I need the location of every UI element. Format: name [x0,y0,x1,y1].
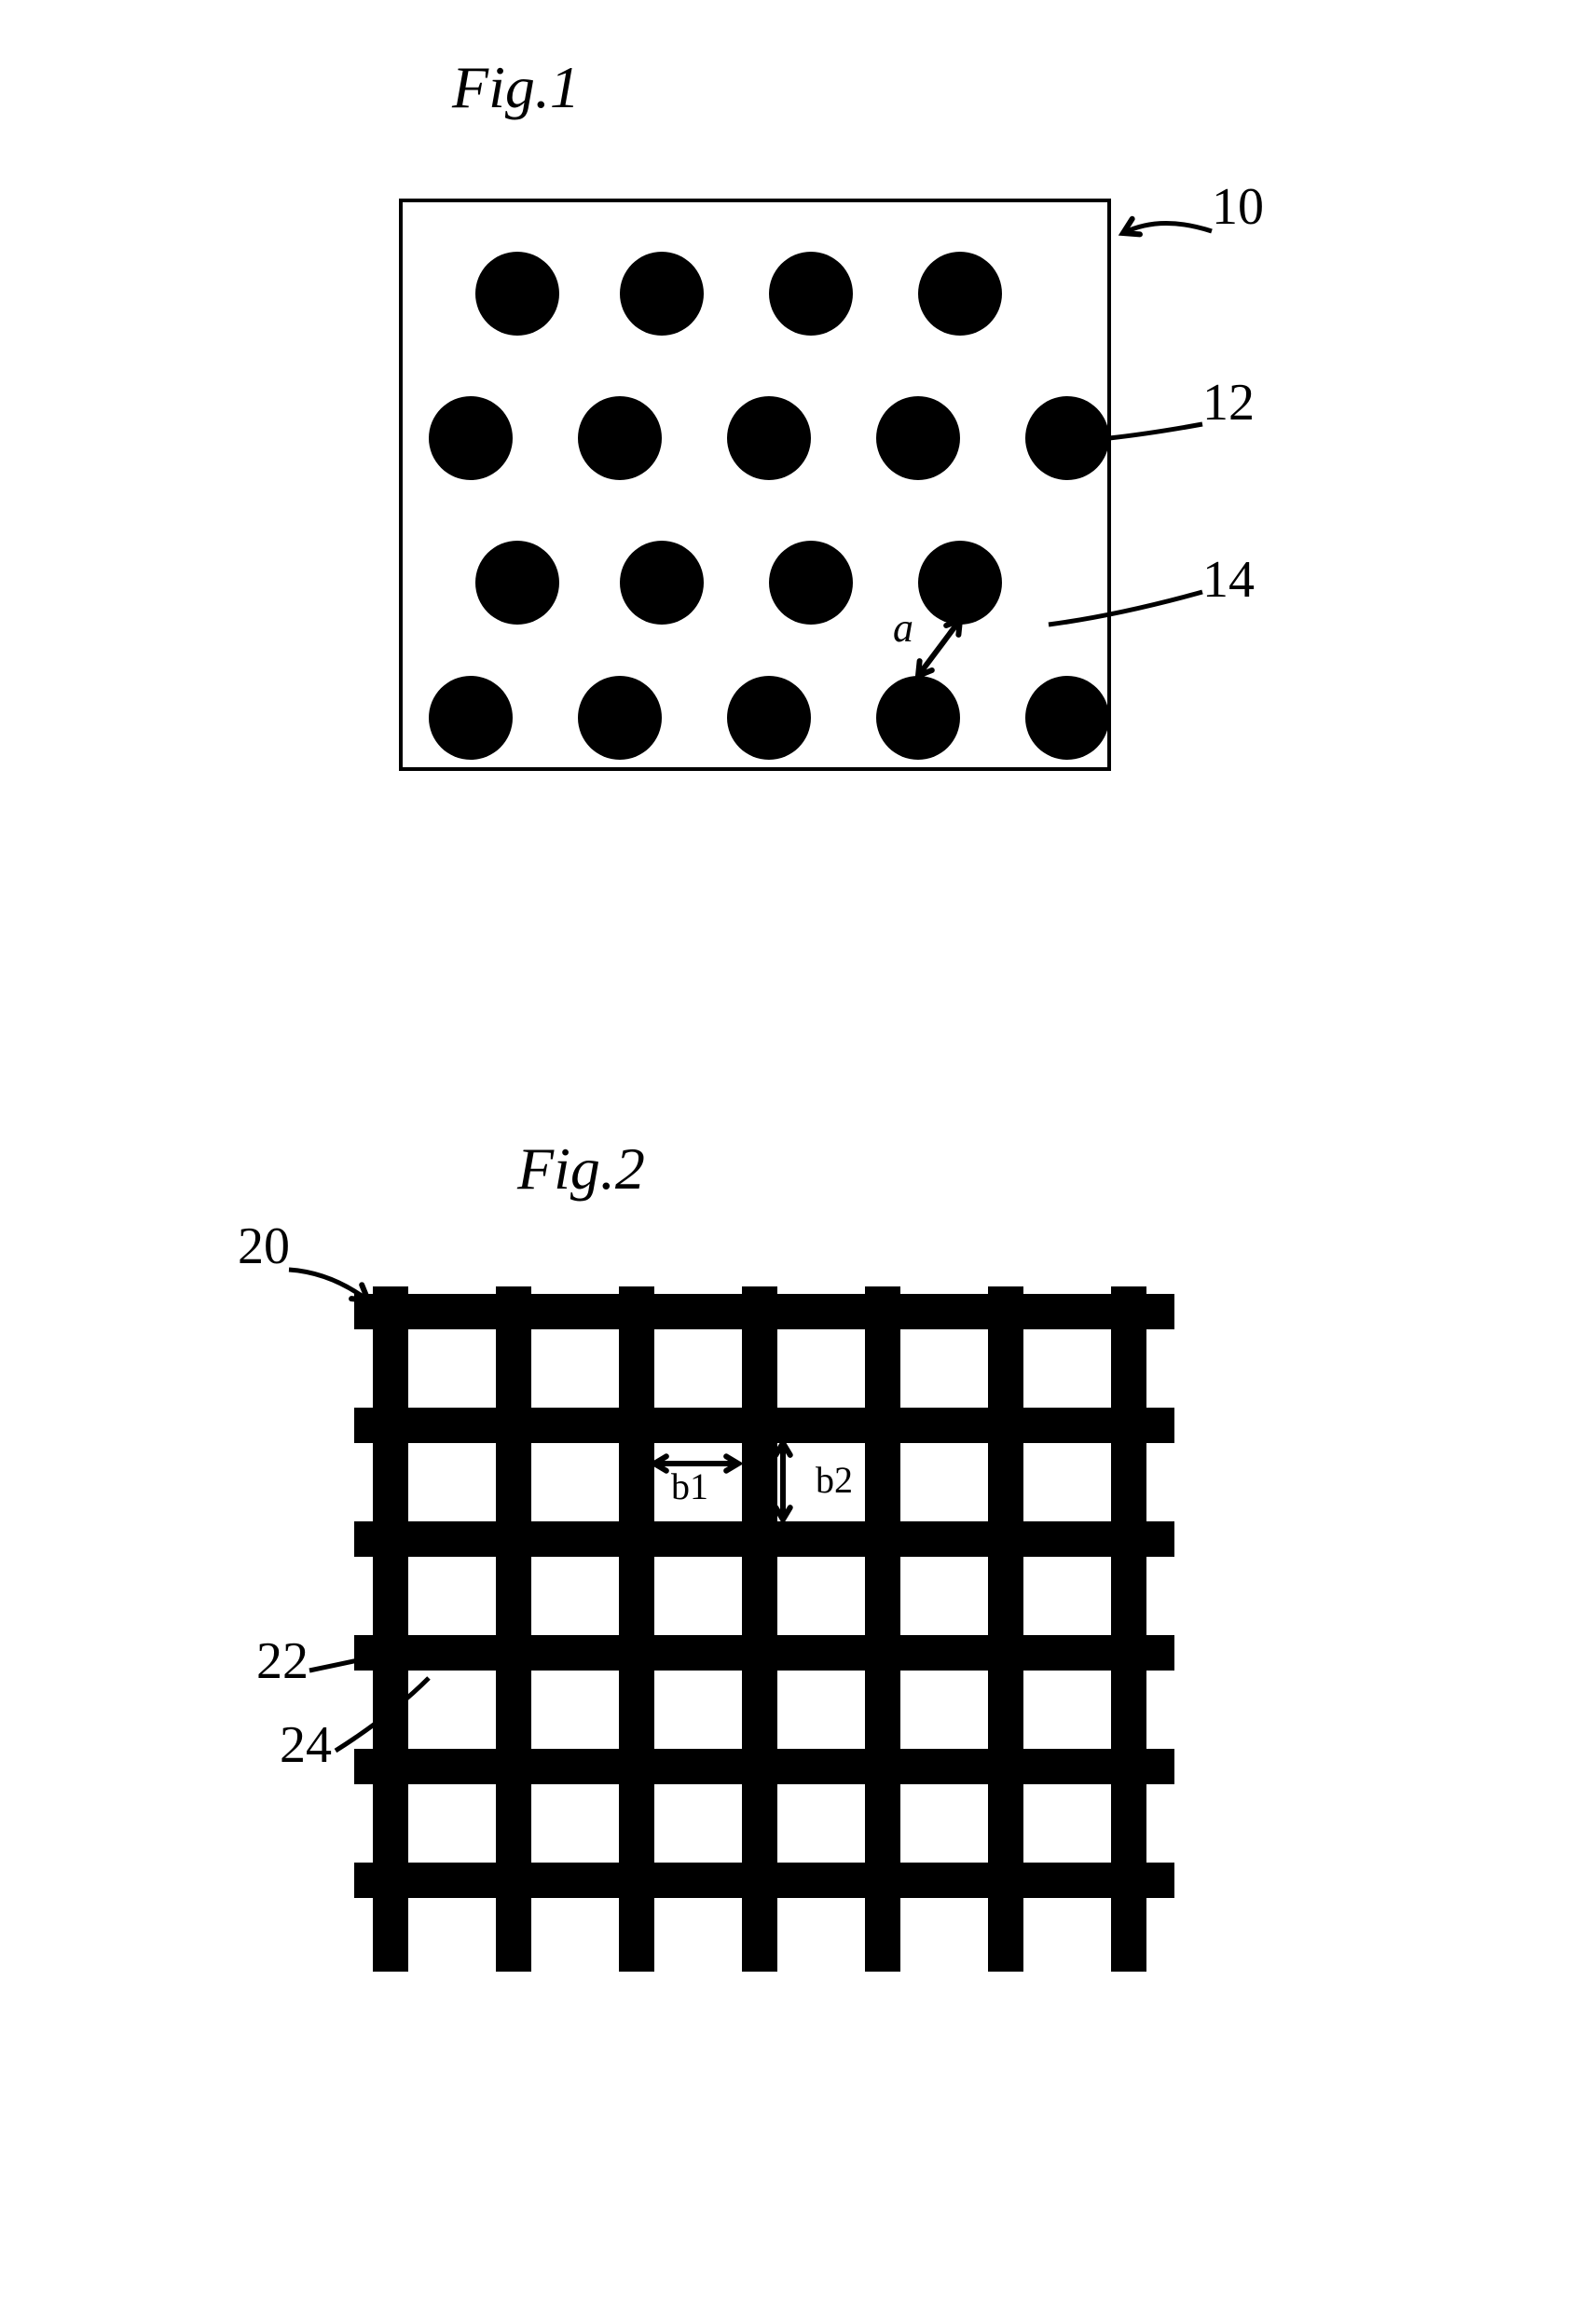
grid-hbar [354,1749,1174,1784]
dot [918,252,1002,336]
leader-label: 20 [238,1217,290,1275]
leader-label: 10 [1212,178,1264,236]
dot [769,541,853,625]
dot [475,541,559,625]
dot [769,252,853,336]
grid-hbar [354,1635,1174,1671]
leader-label: 22 [256,1632,309,1690]
dot [727,676,811,760]
dim-b1-label: b1 [671,1465,708,1507]
dot [578,396,662,480]
dot [918,541,1002,625]
leader-label: 24 [280,1716,332,1774]
leader-line [1109,424,1202,438]
leader-label: 12 [1202,374,1255,432]
grid-hbar [354,1863,1174,1898]
dim-a-label: a [893,605,913,651]
fig1-title: Fig.1 [451,54,580,120]
fig2-grid [354,1286,1174,1972]
dot [429,396,513,480]
dot [1025,396,1109,480]
dot [620,252,704,336]
dot [727,396,811,480]
figure-1: Fig.1 a 10 12 14 [401,54,1264,769]
grid-hbar [354,1521,1174,1557]
page: Fig.1 a 10 12 14 Fig.2 b1 b2 20 22 24 [0,0,1592,2319]
leader-label: 14 [1202,551,1255,609]
dot [876,396,960,480]
dot [620,541,704,625]
dot [429,676,513,760]
dot [578,676,662,760]
grid-hbar [354,1294,1174,1329]
dot [475,252,559,336]
dim-b2-label: b2 [816,1459,853,1501]
diagram-canvas: Fig.1 a 10 12 14 Fig.2 b1 b2 20 22 24 [0,0,1592,2319]
dot [1025,676,1109,760]
dot [876,676,960,760]
grid-hbar [354,1408,1174,1443]
fig2-title: Fig.2 [516,1135,645,1202]
figure-2: Fig.2 b1 b2 20 22 24 [238,1135,1174,1972]
